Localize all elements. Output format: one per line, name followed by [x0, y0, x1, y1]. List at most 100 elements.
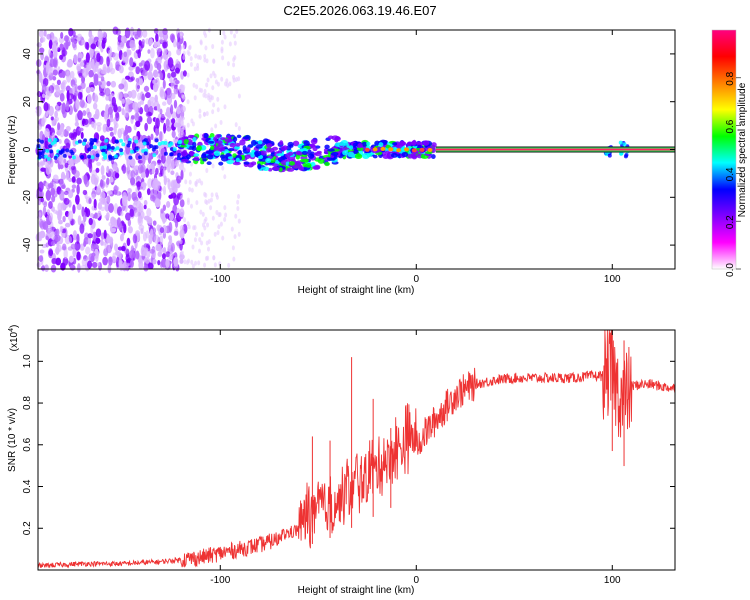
spectrogram-cell [63, 158, 67, 164]
spectrogram-cell [86, 61, 90, 72]
spectrogram-cell [78, 127, 84, 132]
spectrogram-cell [126, 49, 130, 58]
spectrogram-cell [101, 175, 106, 180]
spectrogram-cell [203, 53, 207, 59]
spectrogram-cell [106, 118, 111, 128]
spectrogram-cell [143, 151, 148, 156]
colorbar-tick-label: 0.6 [725, 119, 736, 133]
spectrogram-cell [53, 118, 58, 124]
spectrogram-cell [232, 62, 236, 68]
spectrogram-cell [156, 62, 162, 71]
spectrogram-cell [159, 72, 164, 81]
spectrogram-cell [145, 168, 150, 178]
spectrogram-cell [100, 69, 107, 75]
spectrogram-cell [183, 217, 187, 223]
spectrogram-cell [179, 239, 183, 245]
spectrogram-cell [180, 158, 189, 163]
snr-ytick-label: 1.0 [22, 354, 33, 368]
spectrogram-cell [196, 145, 202, 151]
spectrogram-cell [147, 216, 153, 226]
spectrogram-cell [618, 140, 623, 145]
spectrogram-cell [66, 70, 70, 78]
spectrogram-cell [170, 159, 175, 170]
spectrogram-cell [313, 152, 318, 156]
spectrogram-cell [88, 217, 93, 226]
spectrogram-cell [196, 54, 200, 60]
spectrogram-cell [55, 85, 61, 96]
spectrogram-cell [165, 251, 171, 258]
spectrogram-cell [157, 141, 162, 146]
spectrogram-cell [237, 126, 241, 132]
spectrogram-cell [203, 262, 207, 268]
spectrogram-cell [203, 111, 207, 117]
spectrogram-cell [211, 215, 215, 221]
spectrogram-cell [99, 79, 106, 89]
spectrogram-cell [95, 228, 102, 238]
spectrogram-cell [52, 69, 58, 76]
snr-xlabel: Height of straight line (km) [298, 585, 415, 596]
spectrogram-cell [143, 204, 147, 210]
colorbar-tick-label: 0.8 [725, 71, 736, 85]
spectrogram-cell [200, 88, 204, 94]
spectrogram-cell [75, 194, 80, 205]
snr-ylabel: SNR (10 * v/v) [7, 408, 18, 472]
spectrogram-cell [132, 233, 138, 244]
spectrogram-cell [173, 159, 180, 164]
colorbar-tick-label: 0.2 [725, 215, 736, 229]
spectrogram-cell [65, 39, 69, 50]
spectrogram-cell [43, 114, 47, 123]
spectrogram-cell [85, 208, 91, 218]
spectrogram-cell [146, 188, 151, 196]
spectrogram-cell [162, 167, 166, 179]
spectrogram-cell [134, 146, 139, 151]
spectrogram-cell [157, 251, 163, 257]
spectrogram-cell [205, 82, 209, 88]
spectrogram-cell [146, 208, 152, 217]
spectrogram-cell [186, 221, 190, 227]
spectrogram-cell [92, 231, 96, 242]
spectrogram-cell [170, 180, 176, 190]
spectrogram-cell [106, 143, 111, 148]
spectrogram-cell [49, 149, 54, 154]
spectrogram-cell [119, 151, 124, 156]
spectrogram-cell [87, 260, 93, 269]
spectrogram-cell [157, 259, 161, 266]
spectrogram-cell [149, 144, 154, 149]
spectrogram-cell [93, 198, 97, 209]
spectrogram-cell [619, 151, 624, 156]
spectrogram-cell [65, 101, 70, 112]
spectrogram-cell [234, 213, 238, 219]
spectrogram-cell [182, 44, 186, 50]
spectrogram-cell [100, 165, 105, 176]
spectrogram-cell [234, 122, 238, 128]
spectrogram-cell [357, 143, 363, 149]
spectrogram-cell [138, 155, 143, 160]
spectrogram-cell [207, 140, 215, 144]
spectrogram-cell [180, 207, 184, 213]
spectrogram-cell [219, 120, 223, 126]
spectrogram-cell [121, 108, 125, 116]
spectrogram-cell [173, 256, 179, 267]
spectrogram-cell [75, 156, 81, 163]
spectrogram-cell [129, 149, 134, 154]
spectrogram-cell [607, 153, 612, 158]
spectrogram-cell [145, 111, 152, 118]
spectrogram-cell [230, 226, 234, 232]
spectrogram-cell [96, 185, 101, 193]
spectrogram-cell [186, 99, 190, 105]
spectrogram-cell [51, 195, 56, 203]
spectrogram-cell [63, 190, 69, 196]
spectrogram-cell [67, 190, 74, 199]
spectrogram-cell [262, 166, 270, 172]
spectrogram-cell [180, 250, 184, 256]
spectrogram-cell [215, 192, 219, 198]
spectrogram-cell [61, 231, 66, 238]
spectrogram-cell [85, 86, 91, 94]
spectrogram-ytick-label: 40 [22, 48, 33, 60]
spectrogram-cell [192, 137, 197, 143]
spectrogram-cell [38, 212, 42, 218]
spectrogram-cell [202, 92, 206, 98]
spectrogram-cell [49, 58, 56, 68]
spectrogram-cell [407, 153, 414, 159]
spectrogram-cell [194, 231, 198, 237]
